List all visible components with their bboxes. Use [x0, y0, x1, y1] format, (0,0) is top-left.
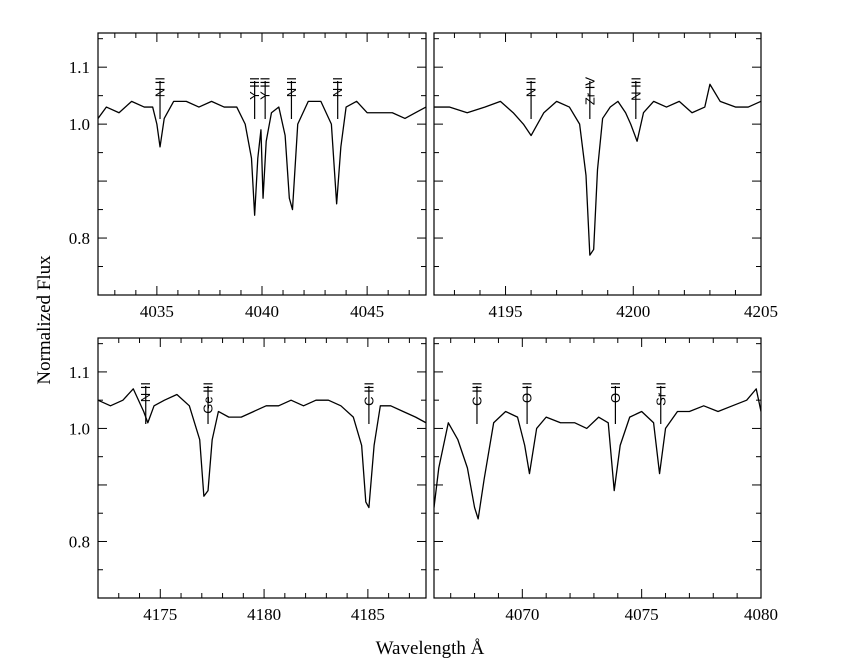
spectrum-panel: 4070 4075 4080 C III O II O II Sr II — [433, 337, 778, 624]
x-tick-label: 4035 — [140, 302, 174, 321]
line-id-label: Sr II — [653, 382, 668, 406]
x-axis-title: Wavelength Å — [376, 638, 485, 659]
line-id-label: N II — [524, 77, 539, 97]
x-tick-label: 4040 — [245, 302, 279, 321]
line-id-label: Y III — [247, 77, 262, 100]
line-id-label: N II — [330, 77, 345, 97]
x-tick-label: 4185 — [351, 605, 385, 624]
y-tick-label: 0.8 — [69, 532, 90, 551]
x-tick-label: 4080 — [744, 605, 778, 624]
spectrum-panel: 4195 4200 4205 N II Zr IV N III — [433, 32, 778, 321]
line-id-label: C III — [469, 382, 484, 406]
spectrum-line — [98, 388, 426, 509]
x-tick-label: 4045 — [350, 302, 384, 321]
y-tick-label: 1.0 — [69, 115, 90, 134]
line-id-label: Zr IV — [582, 77, 597, 105]
line-id-label: N III — [628, 77, 643, 101]
spectrum-line — [434, 388, 761, 520]
plot-frame — [433, 32, 762, 296]
x-tick-label: 4175 — [143, 605, 177, 624]
y-axis-title: Normalized Flux — [34, 255, 55, 385]
line-id-label: N II — [153, 77, 168, 97]
spectrum-panel: 4175 4180 4185 0.8 1.0 1.1 N II Ge III C III — [69, 337, 427, 624]
spectrum-line — [98, 100, 426, 216]
plot-frame — [433, 337, 762, 599]
x-tick-label: 4075 — [625, 605, 659, 624]
x-tick-label: 4070 — [505, 605, 539, 624]
y-tick-label: 1.1 — [69, 58, 90, 77]
line-id-label: O II — [520, 382, 535, 403]
y-tick-label: 1.0 — [69, 419, 90, 438]
line-id-label: C III — [361, 382, 376, 406]
x-tick-label: 4180 — [247, 605, 281, 624]
plot-frame — [97, 337, 427, 599]
x-tick-label: 4205 — [744, 302, 778, 321]
y-tick-label: 1.1 — [69, 363, 90, 382]
line-id-label: Ge III — [201, 382, 216, 414]
y-tick-label: 0.8 — [69, 229, 90, 248]
line-id-label: O II — [608, 382, 623, 403]
line-id-label: Y III — [258, 77, 273, 100]
line-id-label: N II — [284, 77, 299, 97]
line-id-label: N II — [138, 382, 153, 402]
spectrum-line — [434, 83, 761, 256]
x-tick-label: 4195 — [489, 302, 523, 321]
x-tick-label: 4200 — [616, 302, 650, 321]
